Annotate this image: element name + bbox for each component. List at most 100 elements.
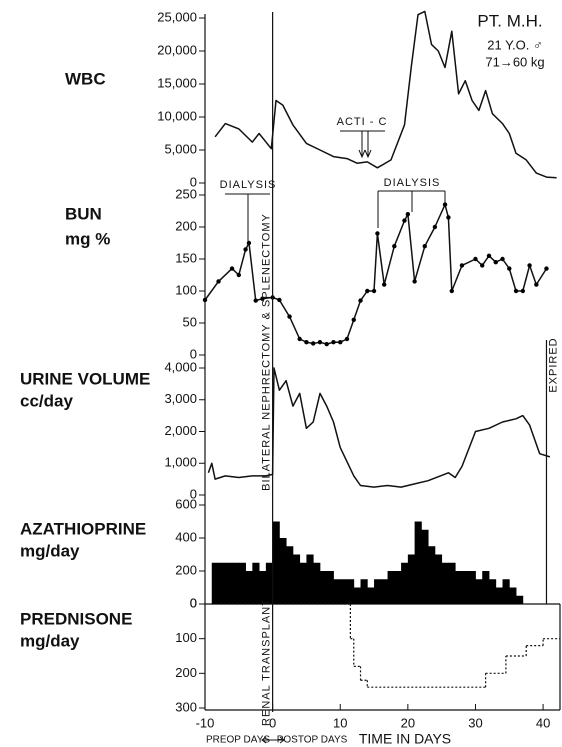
data-point bbox=[246, 240, 252, 246]
data-point bbox=[442, 202, 448, 207]
bar bbox=[367, 587, 375, 604]
bar bbox=[299, 562, 307, 604]
bar bbox=[272, 521, 280, 604]
y-tick-label: 4,000 bbox=[164, 359, 197, 374]
bar bbox=[245, 571, 253, 604]
y-tick-label: 2,000 bbox=[164, 423, 197, 438]
data-point bbox=[405, 212, 411, 217]
panel-unit: mg % bbox=[65, 229, 110, 248]
bar bbox=[374, 579, 382, 604]
y-tick-label: 0 bbox=[190, 174, 197, 189]
bar bbox=[421, 529, 429, 604]
data-point bbox=[459, 263, 465, 268]
y-tick-label: 150 bbox=[175, 250, 197, 265]
bar bbox=[292, 554, 301, 604]
bar bbox=[516, 595, 524, 604]
data-point bbox=[493, 260, 498, 265]
data-point bbox=[432, 224, 438, 230]
data-point bbox=[513, 288, 519, 294]
panel-label: URINE VOLUME bbox=[20, 369, 150, 388]
annotation: PT. M.H. bbox=[477, 11, 542, 30]
bar bbox=[441, 562, 449, 604]
event-label: EXPIRED bbox=[547, 337, 559, 392]
bar bbox=[407, 554, 416, 604]
y-tick-label: 1,000 bbox=[164, 455, 197, 470]
y-tick-label: 50 bbox=[183, 314, 197, 329]
bar bbox=[211, 562, 219, 604]
data-point bbox=[544, 266, 549, 271]
bar bbox=[380, 579, 388, 604]
bar bbox=[265, 562, 274, 604]
annotation: POSTOP DAYS bbox=[277, 735, 348, 746]
data-point bbox=[287, 314, 292, 319]
bar bbox=[475, 579, 483, 604]
panel-label: AZATHIOPRINE bbox=[20, 519, 146, 538]
data-point bbox=[216, 279, 221, 284]
annotation: 21 Y.O. ♂ bbox=[487, 37, 543, 52]
bar bbox=[455, 571, 463, 604]
y-tick-label: 200 bbox=[175, 562, 197, 577]
y-tick-label: 300 bbox=[175, 699, 197, 714]
bar bbox=[252, 562, 260, 604]
data-line bbox=[207, 367, 551, 488]
data-point bbox=[260, 296, 265, 301]
data-point bbox=[449, 288, 455, 294]
bar bbox=[468, 571, 476, 604]
x-tick-label: 10 bbox=[333, 715, 347, 730]
bar bbox=[448, 562, 456, 604]
y-tick-label: 0 bbox=[190, 486, 197, 501]
y-tick-label: 100 bbox=[175, 630, 197, 645]
data-point bbox=[344, 336, 350, 342]
data-point bbox=[338, 340, 343, 345]
y-tick-label: 10,000 bbox=[157, 108, 197, 123]
panel-unit: mg/day bbox=[20, 631, 80, 650]
y-tick-label: 3,000 bbox=[164, 391, 197, 406]
bar bbox=[401, 562, 409, 604]
bar bbox=[333, 579, 341, 604]
brackets bbox=[225, 130, 446, 744]
x-axis-title: TIME IN DAYS bbox=[359, 731, 451, 747]
bar bbox=[461, 571, 470, 604]
bar bbox=[347, 579, 355, 604]
annotation: 71→60 kg bbox=[485, 54, 544, 69]
panel-unit: mg/day bbox=[20, 541, 80, 560]
bar bbox=[428, 546, 436, 604]
y-tick-label: 200 bbox=[175, 665, 197, 680]
annotation: ACTI - C bbox=[337, 116, 388, 128]
bar bbox=[489, 579, 497, 604]
event-label: RENAL TRANSPLANT bbox=[261, 598, 273, 726]
data-point bbox=[317, 340, 323, 345]
y-tick-label: 20,000 bbox=[157, 42, 197, 57]
data-point bbox=[229, 266, 235, 271]
panel-label: PREDNISONE bbox=[20, 609, 132, 628]
data-point bbox=[351, 317, 356, 322]
y-tick-label: 250 bbox=[175, 186, 197, 201]
y-tick-label: 25,000 bbox=[157, 9, 197, 24]
bar bbox=[495, 587, 503, 604]
bar bbox=[319, 571, 328, 604]
data-point bbox=[520, 288, 526, 294]
bar bbox=[313, 562, 321, 604]
bar bbox=[326, 571, 334, 604]
bar bbox=[387, 571, 395, 604]
data-point bbox=[402, 218, 407, 223]
data-point bbox=[297, 336, 302, 342]
bar bbox=[434, 554, 443, 604]
data-point bbox=[500, 256, 505, 262]
bar bbox=[286, 546, 294, 604]
y-tick-label: 15,000 bbox=[157, 75, 197, 90]
data-point bbox=[202, 297, 208, 303]
data-point bbox=[236, 272, 242, 278]
data-point bbox=[243, 247, 248, 252]
data-point bbox=[375, 231, 380, 236]
y-tick-label: 400 bbox=[175, 529, 197, 544]
panel-label: WBC bbox=[65, 69, 106, 88]
data-point bbox=[358, 298, 363, 303]
bar bbox=[238, 562, 246, 604]
x-tick-label: 0 bbox=[269, 715, 276, 730]
y-tick-label: 0 bbox=[190, 595, 197, 610]
annotation: DIALYSIS bbox=[220, 179, 277, 191]
y-tick-label: 600 bbox=[175, 496, 197, 511]
bar bbox=[502, 579, 510, 604]
